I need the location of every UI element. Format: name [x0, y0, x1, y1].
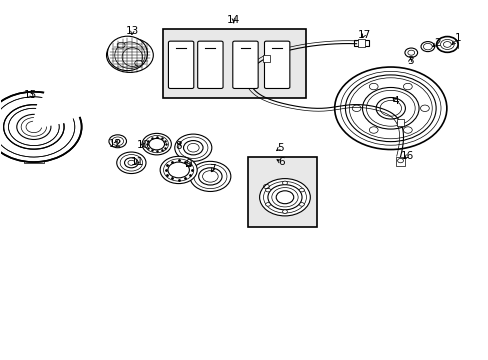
- Text: 11: 11: [130, 157, 143, 167]
- Circle shape: [436, 37, 457, 52]
- Circle shape: [259, 179, 310, 216]
- Circle shape: [282, 181, 287, 185]
- Circle shape: [368, 83, 377, 90]
- Text: 12: 12: [108, 139, 122, 149]
- Circle shape: [26, 121, 41, 133]
- Circle shape: [403, 83, 411, 90]
- Circle shape: [282, 210, 287, 213]
- Circle shape: [106, 38, 153, 72]
- Circle shape: [420, 41, 434, 51]
- Text: 10: 10: [136, 140, 149, 150]
- Text: 5: 5: [276, 143, 283, 153]
- Circle shape: [351, 105, 360, 112]
- Ellipse shape: [107, 36, 147, 71]
- FancyBboxPatch shape: [168, 41, 193, 89]
- Ellipse shape: [122, 48, 142, 66]
- Text: 15: 15: [24, 90, 38, 100]
- Text: 3: 3: [406, 56, 413, 66]
- Text: 17: 17: [357, 30, 370, 40]
- Circle shape: [117, 42, 125, 48]
- Bar: [262, 55, 270, 62]
- Circle shape: [299, 203, 304, 206]
- Bar: [357, 40, 365, 46]
- Circle shape: [265, 188, 270, 192]
- Text: 14: 14: [227, 15, 240, 25]
- Circle shape: [117, 152, 146, 174]
- Ellipse shape: [115, 42, 145, 68]
- FancyBboxPatch shape: [232, 41, 258, 89]
- Circle shape: [160, 156, 197, 184]
- Bar: [248, 157, 316, 226]
- FancyBboxPatch shape: [264, 41, 289, 89]
- Text: 1: 1: [454, 33, 461, 43]
- Text: 7: 7: [209, 164, 216, 174]
- Bar: [162, 30, 306, 98]
- Circle shape: [246, 75, 252, 79]
- Text: 9: 9: [185, 159, 191, 169]
- Circle shape: [265, 203, 270, 206]
- Circle shape: [142, 134, 171, 155]
- Circle shape: [368, 127, 377, 133]
- Text: 13: 13: [125, 26, 139, 36]
- Text: 6: 6: [277, 157, 284, 167]
- Wedge shape: [34, 104, 65, 127]
- Text: 16: 16: [401, 150, 414, 161]
- Bar: [353, 40, 368, 46]
- Bar: [396, 119, 404, 126]
- Circle shape: [189, 161, 230, 192]
- Circle shape: [135, 60, 142, 66]
- Circle shape: [397, 121, 403, 125]
- Circle shape: [3, 105, 64, 149]
- Circle shape: [403, 127, 411, 133]
- Bar: [395, 157, 405, 166]
- Circle shape: [174, 134, 211, 161]
- Circle shape: [420, 105, 428, 112]
- Text: 8: 8: [175, 141, 182, 151]
- Circle shape: [334, 67, 446, 149]
- Wedge shape: [34, 92, 80, 127]
- Text: 2: 2: [433, 38, 440, 48]
- Circle shape: [17, 114, 51, 139]
- Circle shape: [109, 135, 126, 148]
- FancyBboxPatch shape: [197, 41, 223, 89]
- Circle shape: [299, 188, 304, 192]
- Circle shape: [404, 48, 417, 57]
- Text: 4: 4: [391, 96, 398, 106]
- Circle shape: [0, 92, 81, 162]
